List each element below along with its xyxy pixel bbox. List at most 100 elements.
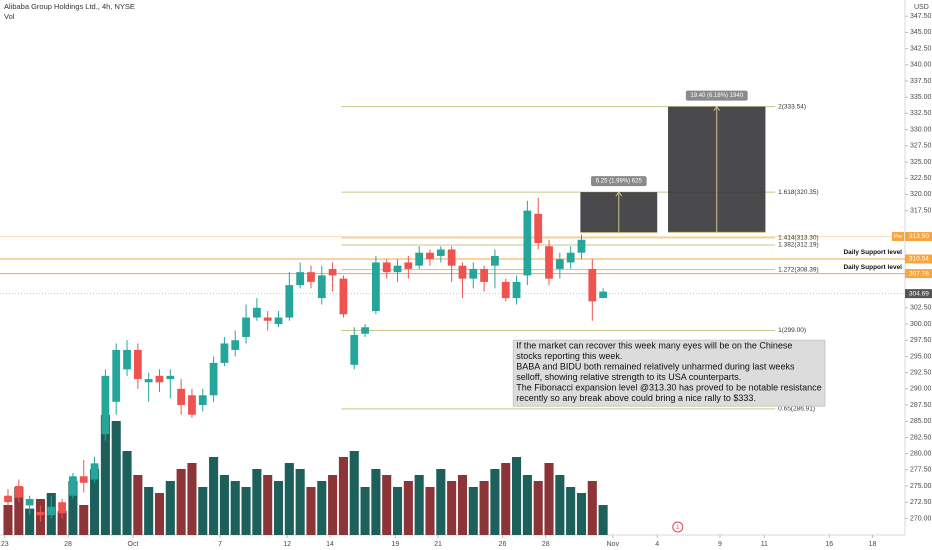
fib-label: 1.272(308.39) xyxy=(778,266,818,273)
y-tick-label: 335.00 xyxy=(910,94,932,101)
volume-bar xyxy=(512,457,522,535)
volume-bar xyxy=(90,469,100,535)
candle-body xyxy=(599,291,608,299)
candle-body xyxy=(209,362,218,396)
candle-body xyxy=(436,249,445,256)
measure-label: 19.40 (6.18%) 1940 xyxy=(690,93,743,99)
x-tick-label: 4 xyxy=(655,541,659,548)
fib-label: 1.618(320.35) xyxy=(778,189,818,196)
volume-bar xyxy=(68,481,78,535)
candle-body xyxy=(79,476,88,483)
volume-bar xyxy=(3,505,13,535)
candle-body xyxy=(231,340,240,350)
y-tick-label: 292.50 xyxy=(910,369,932,376)
y-tick-label: 287.50 xyxy=(910,402,932,409)
x-tick-label: Nov xyxy=(607,541,620,548)
volume-bar xyxy=(436,469,446,535)
event-label: 1 xyxy=(676,525,680,531)
event-marker xyxy=(672,521,684,533)
annotation-line: The Fibonacci expansion level @313.30 ha… xyxy=(516,383,821,393)
volume-bar xyxy=(122,451,132,535)
y-tick-label: 337.50 xyxy=(910,78,932,85)
candle-body xyxy=(4,495,12,503)
measure-label-bg xyxy=(591,176,647,187)
volume-bar xyxy=(295,469,305,535)
volume-bar xyxy=(187,463,197,535)
volume-bar xyxy=(544,463,554,535)
candle-body xyxy=(491,255,499,266)
x-tick-label: 23 xyxy=(1,541,9,548)
volume-bar xyxy=(501,463,511,535)
candle-body xyxy=(155,375,164,383)
x-tick-label: 28 xyxy=(64,541,72,548)
y-tick-label: 272.50 xyxy=(910,499,932,506)
candle-body xyxy=(263,317,272,321)
candle-body xyxy=(523,210,532,276)
volume-bar xyxy=(425,487,435,535)
candle-body xyxy=(133,349,142,380)
volume-bar xyxy=(479,481,489,535)
price-label-bg xyxy=(905,254,932,264)
volume-bar xyxy=(25,508,35,535)
y-tick-label: 285.00 xyxy=(910,418,932,425)
candle-body xyxy=(101,375,110,435)
volume-bar xyxy=(576,493,587,535)
candle-body xyxy=(469,268,478,279)
candle-body xyxy=(242,317,250,337)
price-label: 313.50 xyxy=(909,233,929,240)
annotation-line: recently so any break above could bring … xyxy=(516,393,756,403)
price-tag: Pre xyxy=(894,234,902,240)
price-label: 307.78 xyxy=(909,270,929,277)
price-tag-bg xyxy=(892,232,904,242)
candle-body xyxy=(480,268,488,282)
annotation-line: selloff, showing relative strength to it… xyxy=(516,372,741,382)
y-tick-label: 320.00 xyxy=(910,191,932,198)
candle-body xyxy=(252,307,261,318)
volume-bar xyxy=(198,487,208,535)
candle-body xyxy=(501,281,510,299)
chart-title: Alibaba Group Holdings Ltd., 4h, NYSE xyxy=(4,2,135,11)
candle-body xyxy=(371,262,380,312)
price-label-bg xyxy=(905,269,932,279)
candle-body xyxy=(307,272,315,282)
y-tick-label: 277.50 xyxy=(910,467,932,474)
candle-body xyxy=(25,498,34,506)
volume-bar xyxy=(284,463,294,535)
y-tick-label: 295.00 xyxy=(910,353,932,360)
volume-bar xyxy=(598,505,608,535)
volume-bar xyxy=(263,475,273,535)
x-tick-label: 9 xyxy=(718,541,722,548)
measure-label-bg xyxy=(685,90,748,101)
candle-body xyxy=(555,259,564,269)
candle-body xyxy=(274,317,283,325)
y-tick-label: 317.50 xyxy=(910,207,932,214)
candle-body xyxy=(350,335,359,365)
volume-bar xyxy=(447,481,457,535)
x-tick-label: 7 xyxy=(218,541,222,548)
price-label-bg xyxy=(905,232,932,242)
candle-body xyxy=(317,275,326,299)
volume-bar xyxy=(468,487,478,535)
volume-bar xyxy=(403,481,413,535)
annotation-line: stocks reporting this week. xyxy=(516,351,622,361)
y-tick-label: 332.50 xyxy=(910,110,932,117)
candle-body xyxy=(339,278,348,315)
candle-body xyxy=(534,213,543,244)
volume-bar xyxy=(144,487,154,535)
fib-label: 1.414(313.30) xyxy=(778,235,818,242)
y-tick-label: 290.00 xyxy=(910,386,932,393)
volume-bar xyxy=(133,475,143,535)
y-tick-label: 322.50 xyxy=(910,175,932,182)
candle-body xyxy=(47,506,56,516)
support-label: Daily Support level xyxy=(843,249,902,256)
volume-bar xyxy=(209,457,219,535)
candle-body xyxy=(112,349,121,402)
candle-body xyxy=(166,375,175,380)
candle-body xyxy=(545,246,553,279)
y-tick-label: 347.50 xyxy=(910,13,932,20)
volume-bar xyxy=(111,421,121,535)
volume-bar xyxy=(230,481,240,535)
candle-body xyxy=(415,252,424,266)
candle-body xyxy=(577,239,586,253)
volume-bar xyxy=(533,481,543,535)
